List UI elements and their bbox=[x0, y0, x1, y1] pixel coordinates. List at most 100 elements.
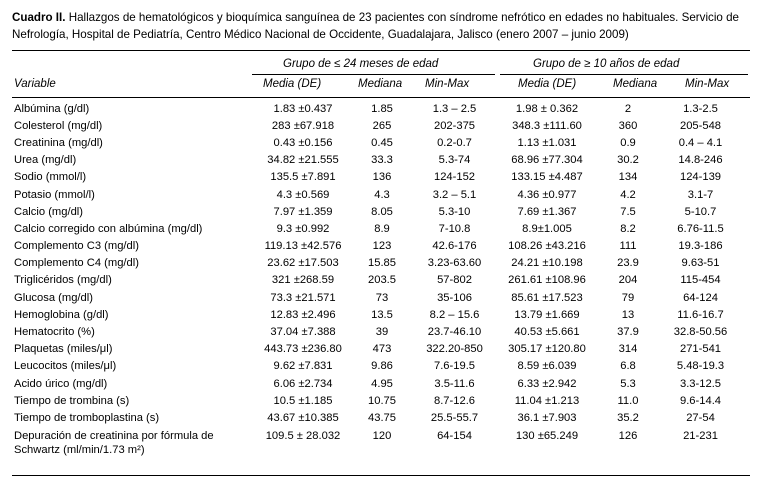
row-median-young: 473 bbox=[372, 343, 392, 356]
table-row: Urea (mg/dl) 34.82 ±21.555 33.3 5.3-74 68.96… bbox=[12, 152, 742, 169]
table-row: Glucosa (mg/dl) 73.3 ±21.571 73 35-106 85.61… bbox=[12, 289, 742, 306]
row-median-young: 123 bbox=[372, 240, 392, 253]
row-mean-young: 23.62 ±17.503 bbox=[267, 257, 339, 270]
row-median-older: 134 bbox=[618, 171, 638, 184]
row-mean-young: 7.97 ±1.359 bbox=[273, 205, 333, 218]
row-minmax-older: 124-139 bbox=[679, 171, 722, 184]
row-variable: Depuración de creatinina por fórmula de … bbox=[14, 429, 214, 456]
row-median-young: 10.75 bbox=[368, 394, 396, 407]
row-minmax-young: 202-375 bbox=[433, 119, 476, 132]
row-mean-young: 443.73 ±236.80 bbox=[264, 343, 342, 356]
group-underline-young bbox=[252, 74, 495, 75]
col-header-minmax-older: Min-Max bbox=[685, 78, 730, 90]
row-variable: Plaquetas (miles/μl) bbox=[14, 343, 113, 356]
row-median-older: 35.2 bbox=[617, 411, 639, 424]
row-variable: Sodio (mmol/l) bbox=[14, 171, 87, 184]
table-row: Plaquetas (miles/μl) 443.73 ±236.80 473 322… bbox=[12, 341, 742, 358]
caption-label: Cuadro II. bbox=[12, 11, 66, 24]
group-header-older: Grupo de ≥ 10 años de edad bbox=[533, 58, 680, 70]
row-median-older: 11.0 bbox=[617, 394, 639, 407]
row-minmax-older: 32.8-50.56 bbox=[673, 326, 728, 339]
row-mean-older: 6.33 ±2.942 bbox=[517, 377, 577, 390]
row-variable: Hematocrito (%) bbox=[14, 326, 95, 339]
row-variable: Colesterol (mg/dl) bbox=[14, 119, 103, 132]
row-median-older: 23.9 bbox=[617, 257, 639, 270]
row-variable: Tiempo de trombina (s) bbox=[14, 394, 130, 407]
row-median-older: 204 bbox=[618, 274, 638, 287]
table-row: Tiempo de tromboplastina (s) 43.67 ±10.38… bbox=[12, 409, 742, 426]
col-header-mean-young: Media (DE) bbox=[263, 78, 322, 90]
row-minmax-older: 205-548 bbox=[679, 119, 722, 132]
row-variable: Urea (mg/dl) bbox=[14, 154, 77, 167]
row-minmax-older: 3.3-12.5 bbox=[679, 377, 722, 390]
row-mean-young: 73.3 ±21.571 bbox=[270, 291, 336, 304]
col-header-median-older: Mediana bbox=[613, 78, 658, 90]
col-header-minmax-young: Min-Max bbox=[425, 78, 470, 90]
row-minmax-young: 3.5-11.6 bbox=[434, 377, 475, 390]
row-mean-older: 24.21 ±10.198 bbox=[511, 257, 583, 270]
row-median-young: 73 bbox=[375, 291, 389, 304]
row-mean-young: 10.5 ±1.185 bbox=[273, 394, 333, 407]
row-minmax-young: 322.20-850 bbox=[426, 343, 483, 356]
row-mean-older: 85.61 ±17.523 bbox=[511, 291, 583, 304]
data-table: Albúmina (g/dl) 1.83 ±0.437 1.85 1.3 – 2.5 1… bbox=[12, 100, 742, 459]
table-caption: Cuadro II. Hallazgos de hematológicos y … bbox=[12, 9, 752, 43]
row-minmax-young: 64-154 bbox=[437, 429, 472, 442]
row-median-older: 37.9 bbox=[617, 326, 639, 339]
row-median-young: 4.95 bbox=[371, 377, 393, 390]
row-median-older: 13 bbox=[621, 308, 635, 321]
row-mean-older: 130 ±65.249 bbox=[515, 429, 579, 442]
row-mean-older: 11.04 ±1.213 bbox=[514, 394, 580, 407]
row-minmax-young: 57-802 bbox=[437, 274, 472, 287]
row-median-older: 30.2 bbox=[617, 154, 639, 167]
row-minmax-older: 271-541 bbox=[679, 343, 722, 356]
row-minmax-young: 8.7-12.6 bbox=[433, 394, 476, 407]
row-mean-young: 0.43 ±0.156 bbox=[273, 136, 333, 149]
table-row: Complemento C3 (mg/dl) 119.13 ±42.576 123 4… bbox=[12, 238, 742, 255]
row-median-young: 203.5 bbox=[368, 274, 396, 287]
table-row: Calcio corregido con albúmina (mg/dl) 9.3… bbox=[12, 220, 742, 237]
table-row: Potasio (mmol/l) 4.3 ±0.569 4.3 3.2 – 5.1 4.… bbox=[12, 186, 742, 203]
row-variable: Leucocitos (miles/μl) bbox=[14, 360, 117, 373]
row-mean-older: 305.17 ±120.80 bbox=[508, 343, 586, 356]
row-median-older: 7.5 bbox=[620, 205, 636, 218]
row-minmax-older: 21-231 bbox=[683, 429, 718, 442]
row-mean-older: 40.53 ±5.661 bbox=[514, 326, 580, 339]
row-mean-older: 8.59 ±6.039 bbox=[517, 360, 577, 373]
row-minmax-older: 9.63-51 bbox=[681, 257, 720, 270]
row-median-young: 4.3 bbox=[374, 188, 390, 201]
col-header-median-young: Mediana bbox=[358, 78, 403, 90]
table-row: Albúmina (g/dl) 1.83 ±0.437 1.85 1.3 – 2.5 1… bbox=[12, 100, 742, 117]
row-mean-young: 321 ±268.59 bbox=[271, 274, 335, 287]
row-median-older: 360 bbox=[618, 119, 638, 132]
row-minmax-older: 9.6-14.4 bbox=[679, 394, 722, 407]
row-median-young: 136 bbox=[372, 171, 392, 184]
row-median-older: 126 bbox=[618, 429, 638, 442]
row-median-young: 8.05 bbox=[371, 205, 393, 218]
table-row: Colesterol (mg/dl) 283 ±67.918 265 202-375 3… bbox=[12, 117, 742, 134]
row-minmax-older: 27-54 bbox=[686, 411, 715, 424]
row-variable: Tiempo de tromboplastina (s) bbox=[14, 411, 160, 424]
row-minmax-young: 35-106 bbox=[437, 291, 472, 304]
top-rule bbox=[12, 50, 750, 51]
row-median-older: 111 bbox=[619, 240, 637, 253]
row-minmax-young: 124-152 bbox=[433, 171, 476, 184]
row-minmax-young: 3.23-63.60 bbox=[427, 257, 482, 270]
row-mean-older: 7.69 ±1.367 bbox=[517, 205, 577, 218]
row-minmax-young: 8.2 – 15.6 bbox=[429, 308, 480, 321]
row-median-young: 13.5 bbox=[371, 308, 393, 321]
row-mean-young: 1.83 ±0.437 bbox=[273, 102, 333, 115]
row-minmax-young: 5.3-10 bbox=[438, 205, 471, 218]
row-mean-older: 4.36 ±0.977 bbox=[517, 188, 577, 201]
row-minmax-older: 1.3-2.5 bbox=[683, 102, 718, 115]
row-median-young: 9.86 bbox=[371, 360, 393, 373]
row-median-young: 265 bbox=[372, 119, 392, 132]
group-underline-older bbox=[500, 74, 748, 75]
row-mean-older: 261.61 ±108.96 bbox=[508, 274, 586, 287]
row-mean-older: 13.79 ±1.669 bbox=[514, 308, 580, 321]
table-row: Depuración de creatinina por fórmula de … bbox=[12, 427, 742, 459]
row-minmax-older: 5.48-19.3 bbox=[676, 360, 725, 373]
row-minmax-young: 1.3 – 2.5 bbox=[432, 102, 477, 115]
row-mean-older: 1.13 ±1.031 bbox=[517, 136, 577, 149]
row-mean-young: 119.13 ±42.576 bbox=[264, 240, 342, 253]
